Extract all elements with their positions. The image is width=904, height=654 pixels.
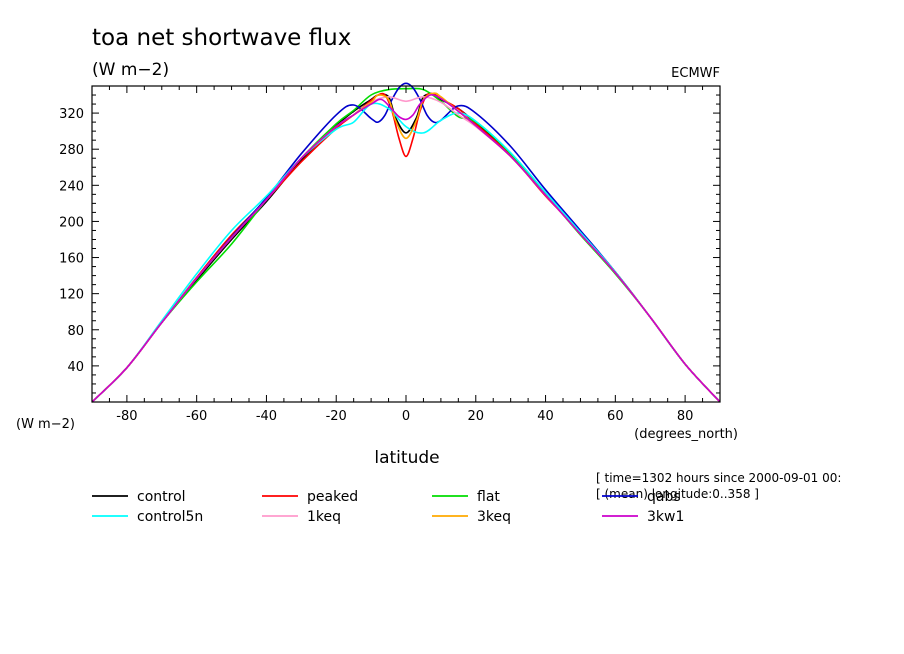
y-tick-label: 200 <box>59 215 84 230</box>
legend-label-flat: flat <box>477 489 500 505</box>
y-tick-label: 240 <box>59 179 84 194</box>
x-tick-label: 20 <box>468 409 485 424</box>
legend-label-1keq: 1keq <box>307 509 341 525</box>
info-block: [ time=1302 hours since 2000-09-01 00: [ … <box>596 471 841 501</box>
legend-label-control5n: control5n <box>137 509 203 525</box>
chart-subtitle: (W m−2) <box>92 60 169 80</box>
x-tick-label: -20 <box>326 409 347 424</box>
series-line-flat <box>91 87 721 403</box>
x-tick-label: 0 <box>402 409 410 424</box>
legend-label-3keq: 3keq <box>477 509 511 525</box>
series-line-1keq <box>91 95 721 403</box>
series-line-control5n <box>91 102 721 403</box>
series-layer <box>91 82 721 403</box>
y-tick-label: 80 <box>67 324 84 339</box>
x-tick-label: -60 <box>186 409 207 424</box>
y-axis-label: (W m−2) <box>16 417 75 432</box>
info-line: [ time=1302 hours since 2000-09-01 00: <box>596 471 841 485</box>
x-tick-label: -80 <box>116 409 137 424</box>
x-axis-unit-label: (degrees_north) <box>634 427 738 442</box>
series-line-control <box>91 93 721 403</box>
legend-label-peaked: peaked <box>307 489 358 505</box>
info-line: [ (mean) longitude:0..358 ] <box>596 487 759 501</box>
x-tick-label: 40 <box>537 409 554 424</box>
legend-label-qabs: qabs <box>647 489 681 505</box>
chart-title: toa net shortwave flux <box>92 25 351 51</box>
series-line-peaked <box>91 92 721 403</box>
source-label: ECMWF <box>671 66 720 81</box>
y-tick-label: 160 <box>59 252 84 267</box>
y-tick-label: 280 <box>59 143 84 158</box>
x-tick-label: -40 <box>256 409 277 424</box>
x-axis-label: latitude <box>374 448 439 468</box>
x-tick-label: 80 <box>677 409 694 424</box>
y-tick-label: 320 <box>59 107 84 122</box>
legend: control peaked flat qabs control5n 1keq 3keq 3k… <box>92 489 684 525</box>
y-tick-label: 120 <box>59 288 84 303</box>
y-tick-label: 40 <box>67 360 84 375</box>
legend-label-3kw1: 3kw1 <box>647 509 684 525</box>
tick-layer: -80 -60 -40 -20 0 20 40 60 80 40 80 120 160 200 240 280… <box>59 86 721 424</box>
legend-label-control: control <box>137 489 186 505</box>
series-line-qabs <box>91 82 721 403</box>
x-tick-label: 60 <box>607 409 624 424</box>
series-line-3keq <box>91 92 721 403</box>
series-line-3kw1 <box>91 93 721 403</box>
